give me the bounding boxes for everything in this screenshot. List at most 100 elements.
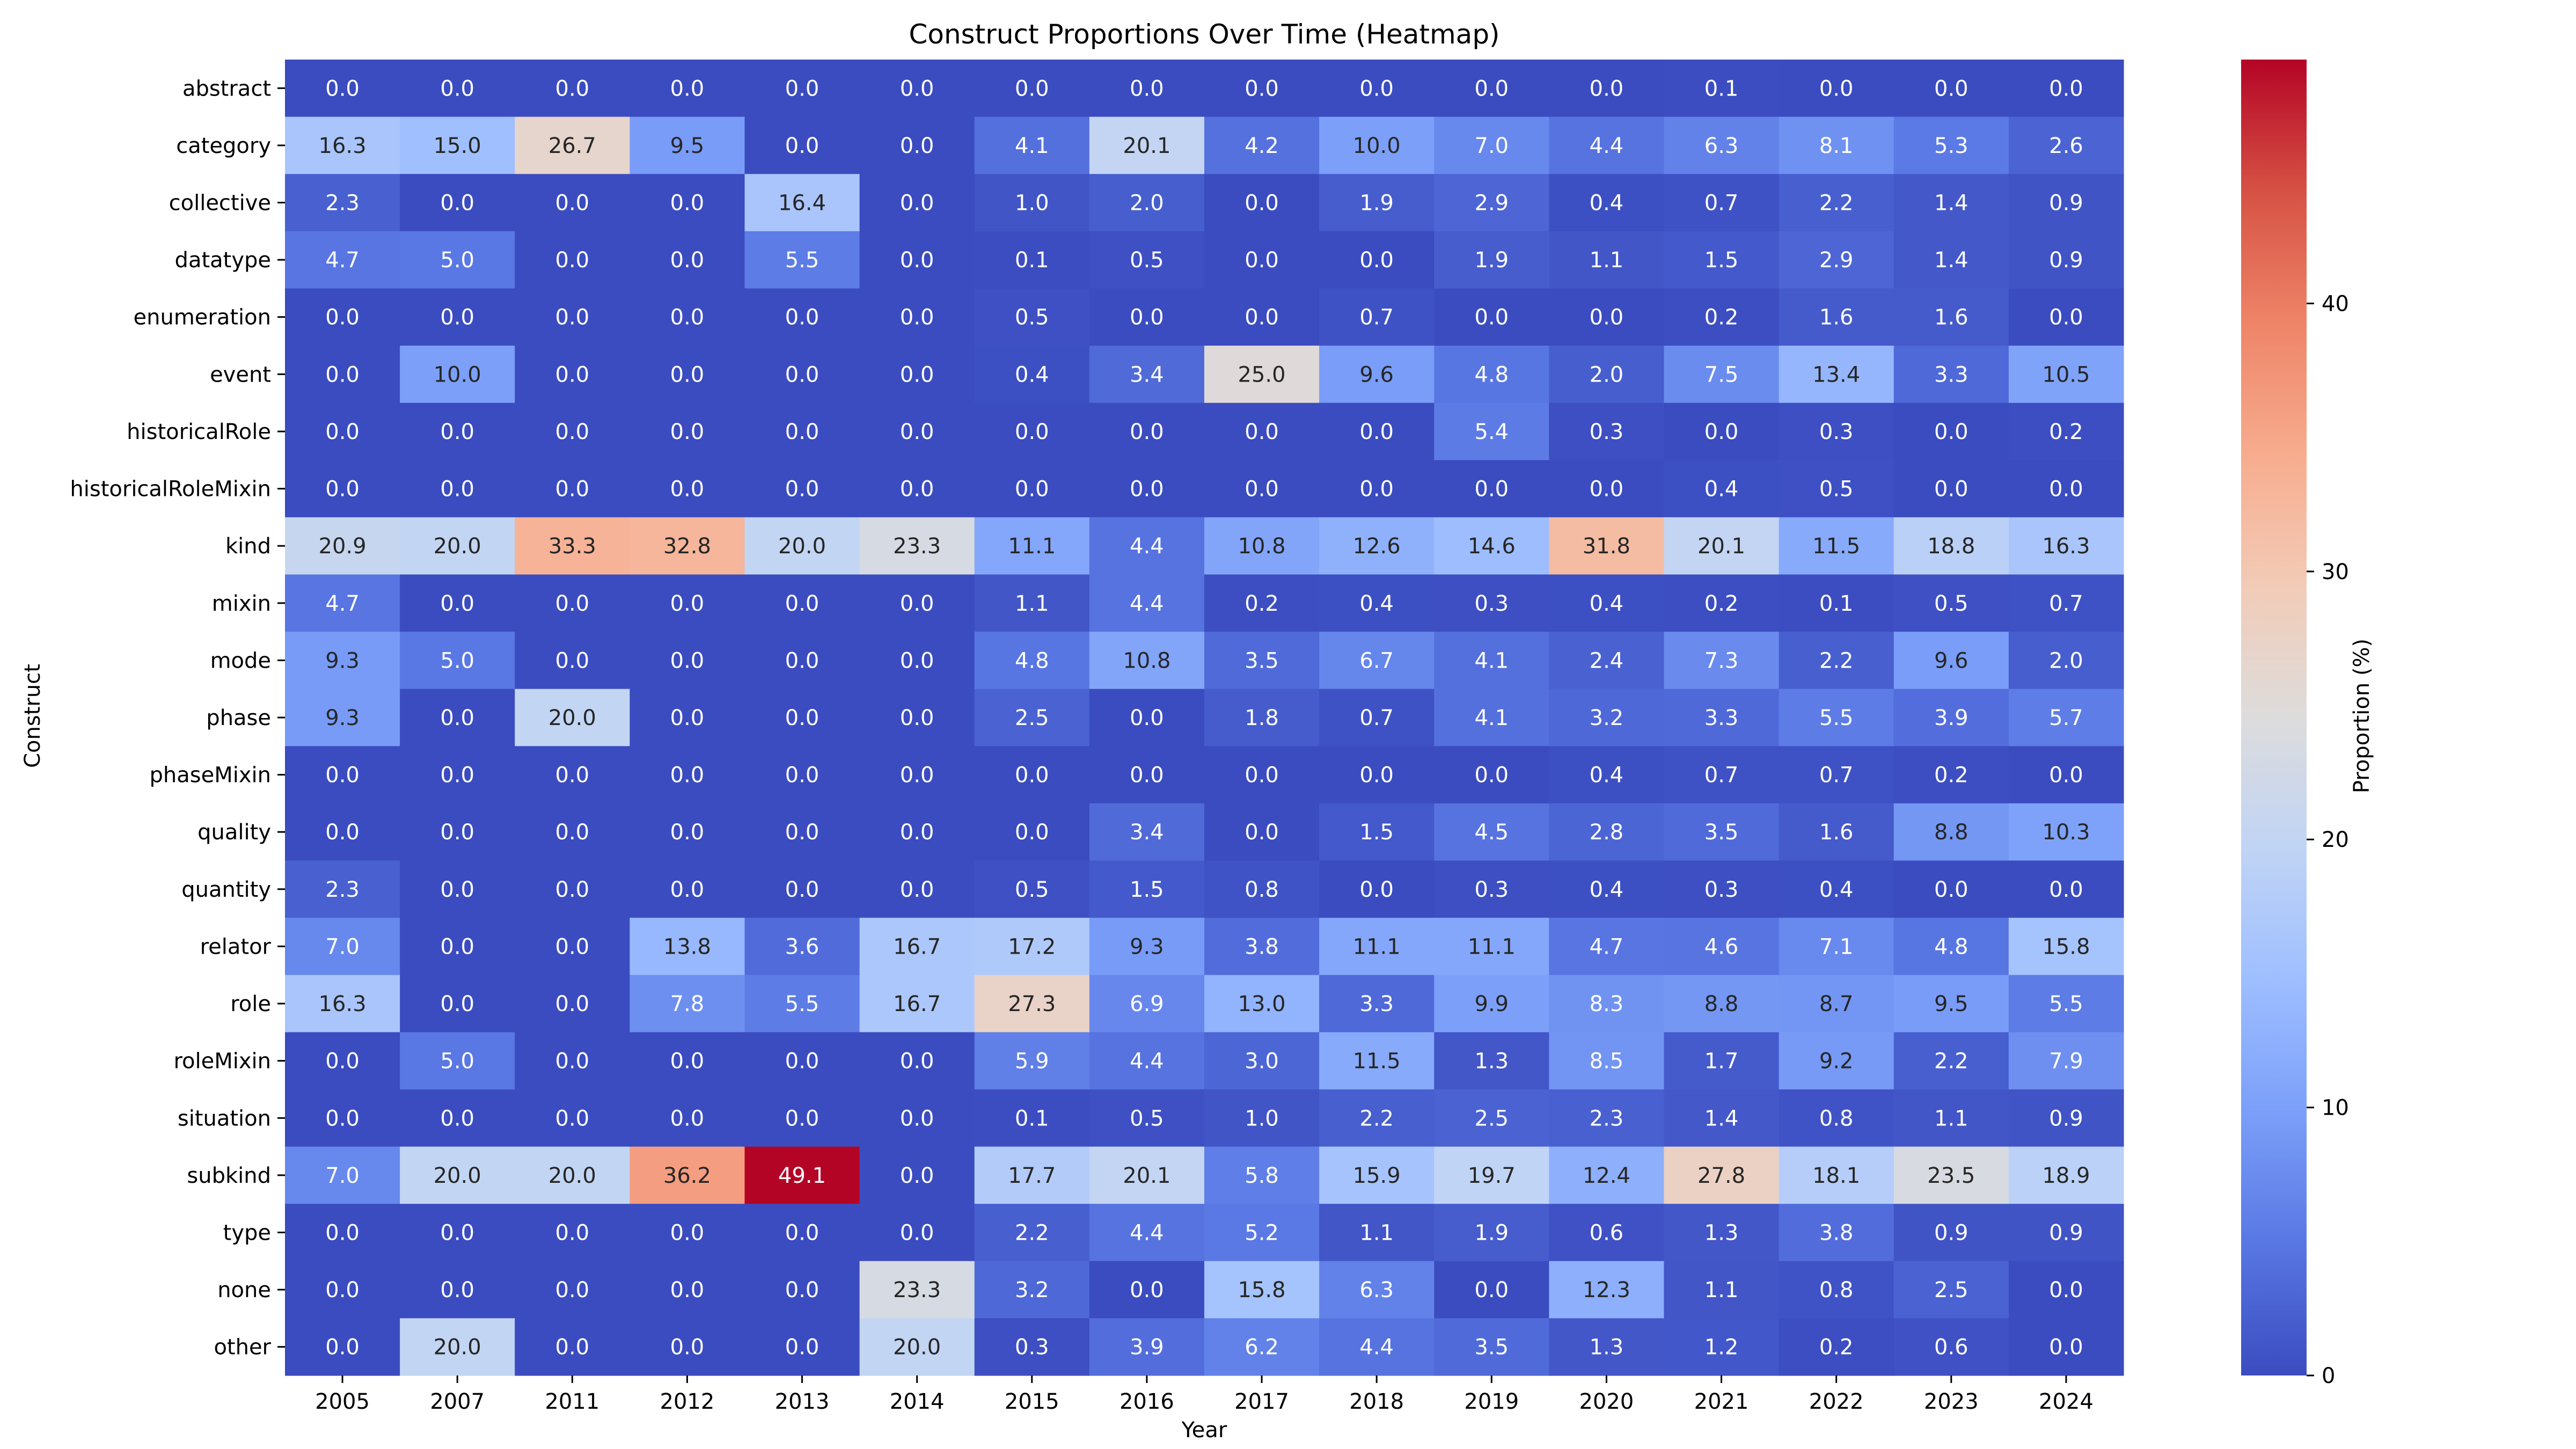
heatmap-cell (1779, 288, 1894, 346)
cell-value-label: 0.1 (1819, 591, 1854, 616)
cell-value-label: 7.1 (1819, 934, 1854, 959)
cell-value-label: 0.9 (2049, 1220, 2083, 1245)
cell-value-label: 5.5 (2049, 992, 2083, 1016)
heatmap-cell (400, 1032, 515, 1090)
heatmap-cell (1549, 803, 1665, 861)
heatmap-cell (974, 1032, 1090, 1090)
cell-value-label: 0.0 (670, 362, 705, 387)
cell-value-label: 8.8 (1704, 992, 1739, 1016)
heatmap-cell (400, 689, 515, 747)
cell-value-label: 13.8 (663, 934, 711, 959)
cell-value-label: 0.0 (440, 934, 474, 959)
y-tick-label: none (217, 1278, 271, 1302)
heatmap-cell (1319, 746, 1435, 804)
cell-value-label: 0.1 (1015, 248, 1049, 273)
cell-value-label: 0.3 (1590, 420, 1624, 444)
cell-value-label: 1.1 (1590, 248, 1624, 273)
heatmap-cell (400, 231, 515, 289)
heatmap-cell (1779, 1204, 1894, 1262)
cell-value-label: 17.7 (1008, 1163, 1056, 1188)
heatmap-cell (285, 1089, 400, 1147)
cell-value-label: 1.1 (1704, 1278, 1739, 1302)
cell-value-label: 0.9 (2049, 1106, 2083, 1131)
cell-value-label: 0.7 (1819, 763, 1854, 788)
heatmap-cell (630, 689, 745, 747)
heatmap-cell (1434, 288, 1549, 346)
y-tick-label: datatype (175, 248, 271, 273)
heatmap-cell (400, 1261, 515, 1319)
heatmap-cell (1089, 860, 1205, 918)
heatmap-cell (1893, 460, 2009, 518)
colorbar-tick-label: 30 (2322, 560, 2349, 584)
cell-value-label: 0.0 (900, 1163, 934, 1188)
heatmap-cell (1204, 918, 1320, 976)
heatmap-cell (1434, 1204, 1549, 1262)
cell-value-label: 0.2 (2049, 420, 2083, 444)
cell-value-label: 0.0 (555, 934, 590, 959)
x-tick-label: 2018 (1349, 1389, 1404, 1414)
cell-value-label: 5.5 (785, 992, 819, 1016)
heatmap-cell (2008, 231, 2124, 289)
heatmap-cell (1549, 460, 1665, 518)
cell-value-label: 0.0 (1475, 763, 1509, 788)
cell-value-label: 0.0 (555, 477, 590, 502)
heatmap-cell (285, 975, 400, 1033)
heatmap-cell (285, 402, 400, 460)
cell-value-label: 3.2 (1015, 1278, 1049, 1302)
heatmap-cell (1434, 231, 1549, 289)
cell-value-label: 0.3 (1475, 877, 1509, 902)
heatmap-cell (1664, 1204, 1780, 1262)
cell-value-label: 1.4 (1934, 191, 1968, 216)
heatmap-cell (859, 689, 975, 747)
heatmap-cell (1664, 689, 1780, 747)
cell-value-label: 4.4 (1130, 1220, 1164, 1245)
cell-value-label: 20.9 (319, 534, 367, 559)
cell-value-label: 0.0 (1130, 305, 1164, 330)
heatmap-cell (400, 803, 515, 861)
heatmap-cell (515, 174, 630, 232)
cell-value-label: 0.0 (1130, 76, 1164, 101)
cell-value-label: 0.4 (1590, 191, 1624, 216)
heatmap-cell (1319, 689, 1435, 747)
heatmap-cell (744, 689, 860, 747)
x-tick-label: 2011 (545, 1389, 599, 1414)
cell-value-label: 10.0 (1353, 134, 1401, 158)
heatmap-cell (1319, 632, 1435, 690)
cell-value-label: 4.7 (325, 591, 360, 616)
y-tick-label: collective (169, 191, 271, 216)
heatmap-cell (515, 116, 630, 174)
cell-value-label: 0.1 (1704, 76, 1739, 101)
cell-value-label: 0.6 (1590, 1220, 1624, 1245)
cell-value-label: 4.1 (1015, 134, 1049, 158)
cell-value-label: 36.2 (663, 1163, 711, 1188)
cell-value-label: 0.7 (1359, 305, 1394, 330)
cell-value-label: 9.5 (670, 134, 705, 158)
cell-value-label: 0.4 (1015, 362, 1049, 387)
heatmap-cell (1204, 1204, 1320, 1262)
heatmap-cell (2008, 975, 2124, 1033)
cell-value-label: 12.4 (1583, 1163, 1630, 1188)
heatmap-cell (400, 1318, 515, 1376)
heatmap-cell (2008, 860, 2124, 918)
cell-value-label: 3.2 (1590, 706, 1624, 730)
heatmap-cell (744, 346, 860, 404)
cell-value-label: 0.0 (1245, 477, 1279, 502)
cell-value-label: 0.0 (325, 1335, 360, 1360)
heatmap-cell (1779, 346, 1894, 404)
heatmap-cell (285, 346, 400, 404)
cell-value-label: 0.0 (900, 362, 934, 387)
heatmap-cell (1664, 1146, 1780, 1204)
heatmap-cell (630, 1032, 745, 1090)
cell-value-label: 0.8 (1245, 877, 1279, 902)
cell-value-label: 8.3 (1590, 992, 1624, 1016)
heatmap-cell (1089, 174, 1205, 232)
cell-value-label: 0.0 (2049, 877, 2083, 902)
heatmap-cell (285, 174, 400, 232)
heatmap-cell (1089, 460, 1205, 518)
heatmap-cell (1434, 346, 1549, 404)
heatmap-cell (974, 975, 1090, 1033)
heatmap-cell (1089, 746, 1205, 804)
heatmap-cell (1549, 231, 1665, 289)
cell-value-label: 12.6 (1353, 534, 1401, 559)
cell-value-label: 2.0 (1130, 191, 1164, 216)
